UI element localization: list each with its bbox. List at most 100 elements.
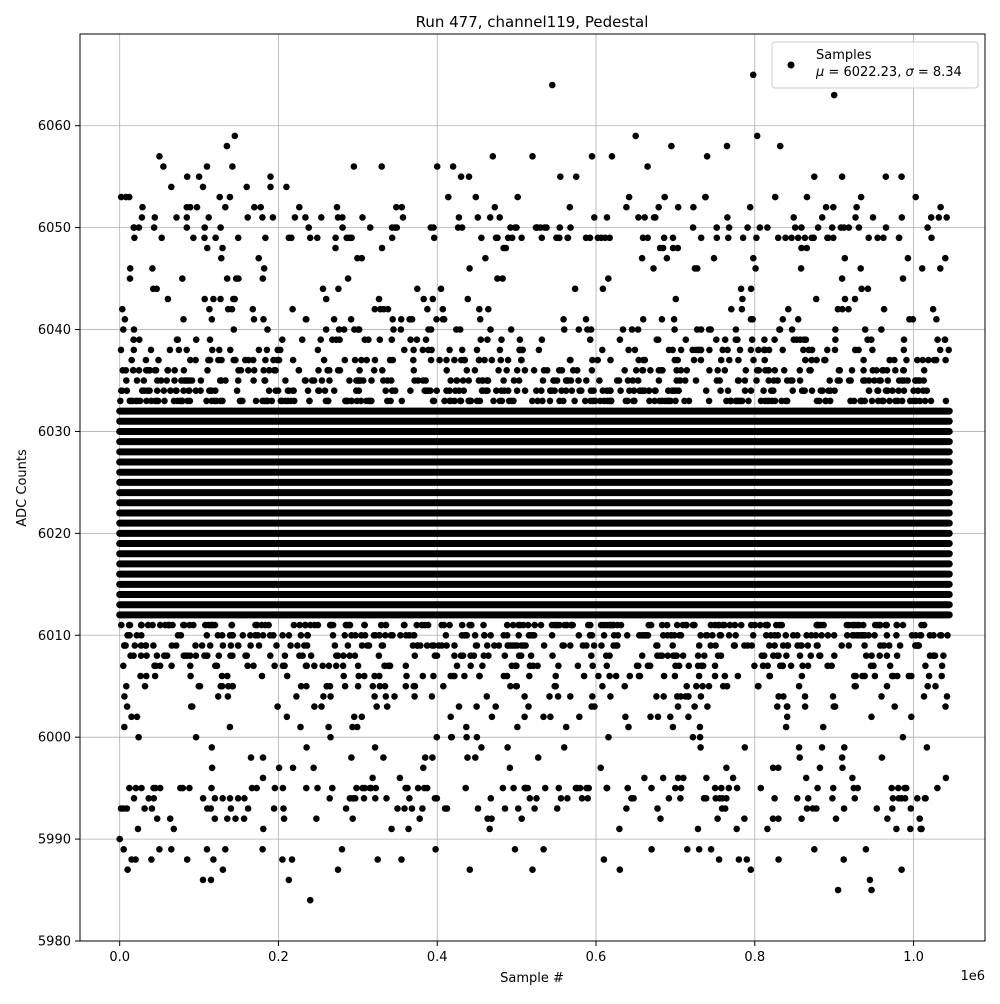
data-point xyxy=(673,377,680,384)
data-point xyxy=(471,632,479,639)
data-point xyxy=(660,672,668,680)
data-point xyxy=(669,244,677,252)
data-point xyxy=(518,346,526,354)
data-point xyxy=(222,377,229,384)
data-point xyxy=(514,193,521,201)
data-point xyxy=(764,662,771,670)
data-point xyxy=(612,642,620,649)
data-point xyxy=(303,784,310,792)
data-point xyxy=(596,377,603,384)
data-point xyxy=(332,234,339,242)
data-point xyxy=(907,805,915,812)
data-point xyxy=(560,316,567,323)
data-point xyxy=(260,265,268,272)
data-point xyxy=(424,387,432,395)
data-point xyxy=(239,632,247,639)
data-point xyxy=(477,336,485,344)
data-point xyxy=(468,621,475,629)
data-point xyxy=(241,795,248,802)
data-point xyxy=(379,367,386,374)
data-point xyxy=(531,621,538,629)
data-point xyxy=(134,825,142,833)
data-point xyxy=(260,316,267,323)
data-point xyxy=(732,632,739,639)
data-point xyxy=(761,336,768,344)
data-point xyxy=(826,377,833,384)
data-point xyxy=(594,356,601,364)
data-point xyxy=(741,642,748,649)
data-point xyxy=(321,387,329,395)
data-point xyxy=(318,214,325,221)
data-point xyxy=(624,377,632,384)
data-point xyxy=(201,234,208,242)
data-point xyxy=(252,632,259,639)
data-point xyxy=(491,642,498,649)
data-point xyxy=(524,621,532,629)
legend-label-line1: Samples xyxy=(816,48,872,63)
data-point xyxy=(474,214,482,221)
data-point xyxy=(472,642,480,649)
data-point xyxy=(348,754,355,761)
data-point xyxy=(860,377,867,384)
data-point xyxy=(564,377,571,384)
data-point xyxy=(253,621,261,629)
data-point xyxy=(180,367,188,374)
data-point xyxy=(476,397,484,405)
data-point xyxy=(945,346,952,354)
outlier-point xyxy=(588,153,596,160)
data-point xyxy=(326,621,334,629)
data-point xyxy=(706,367,713,374)
data-point xyxy=(364,642,371,649)
data-point xyxy=(739,295,746,303)
data-point xyxy=(263,397,270,405)
data-point xyxy=(344,642,352,649)
data-point xyxy=(462,784,470,792)
data-point xyxy=(419,346,427,354)
data-point xyxy=(555,367,563,374)
data-point xyxy=(874,234,881,242)
data-point xyxy=(458,621,466,629)
data-point xyxy=(589,662,596,670)
data-point xyxy=(567,642,574,649)
data-point xyxy=(340,672,348,680)
data-point xyxy=(259,214,266,221)
data-point xyxy=(764,825,771,833)
data-point xyxy=(358,356,365,364)
data-point xyxy=(531,805,538,812)
data-point xyxy=(411,682,419,690)
data-point xyxy=(216,377,224,384)
outlier-point xyxy=(350,163,358,170)
data-point xyxy=(587,387,595,395)
data-point xyxy=(349,723,356,731)
data-point xyxy=(813,805,820,812)
data-point xyxy=(560,744,568,751)
data-point xyxy=(485,305,492,313)
data-point xyxy=(938,662,946,670)
data-point xyxy=(748,336,756,344)
data-point xyxy=(303,682,310,690)
data-point xyxy=(818,744,826,751)
data-point xyxy=(218,672,226,680)
data-point xyxy=(353,723,361,731)
data-point xyxy=(900,336,908,344)
data-point xyxy=(355,672,363,680)
data-point xyxy=(330,387,338,395)
data-point xyxy=(472,193,480,201)
data-point xyxy=(857,193,865,201)
data-point xyxy=(920,693,928,700)
data-point xyxy=(433,387,441,395)
data-point xyxy=(283,713,291,721)
data-point xyxy=(702,795,710,802)
data-point xyxy=(749,632,757,639)
data-point xyxy=(205,356,212,364)
data-point xyxy=(853,203,860,211)
data-point xyxy=(912,642,919,649)
data-point xyxy=(301,621,309,629)
outlier-point xyxy=(684,846,691,853)
data-point xyxy=(353,397,361,405)
data-point xyxy=(532,224,540,231)
data-point xyxy=(289,356,297,364)
outlier-point xyxy=(811,846,818,853)
data-point xyxy=(683,367,691,374)
data-point xyxy=(206,642,214,649)
